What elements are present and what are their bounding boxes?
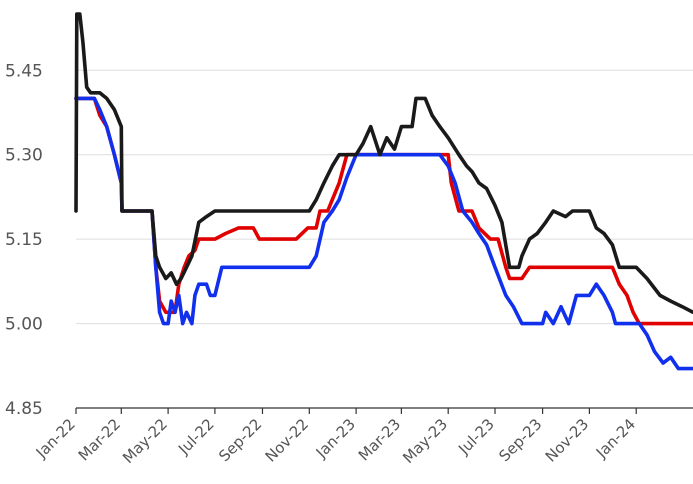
x-tick-label: Mar-22 (75, 415, 124, 464)
x-tick-label: May-22 (119, 415, 171, 467)
gridlines (76, 69, 693, 325)
series-group (74, 12, 693, 371)
x-tick-label: Jul-22 (174, 415, 218, 459)
y-tick-label: 5.00 (5, 315, 43, 335)
y-axis-ticks: 4.85 5.00 5.15 5.30 5.45 (5, 61, 43, 419)
series-line-0 (74, 96, 693, 326)
x-tick-label: Nov-23 (542, 415, 592, 465)
series-line-1 (74, 96, 693, 371)
x-tick-label: Jan-22 (32, 415, 79, 462)
x-tick-label: May-23 (399, 415, 451, 467)
y-tick-label: 5.15 (5, 230, 43, 250)
x-tick-label: Sep-23 (495, 415, 545, 465)
y-tick-label: 5.45 (5, 61, 43, 81)
y-tick-label: 4.85 (5, 399, 43, 419)
x-tick-label: Jan-23 (312, 415, 359, 462)
series-line-2 (74, 12, 693, 315)
x-tick-label: Nov-22 (262, 415, 312, 465)
x-tick-label: Mar-23 (355, 415, 404, 464)
x-tick-label: Jul-23 (454, 415, 498, 459)
x-tick-label: Jan-24 (592, 415, 639, 462)
x-tick-label: Sep-22 (215, 415, 265, 465)
y-tick-label: 5.30 (5, 146, 43, 166)
